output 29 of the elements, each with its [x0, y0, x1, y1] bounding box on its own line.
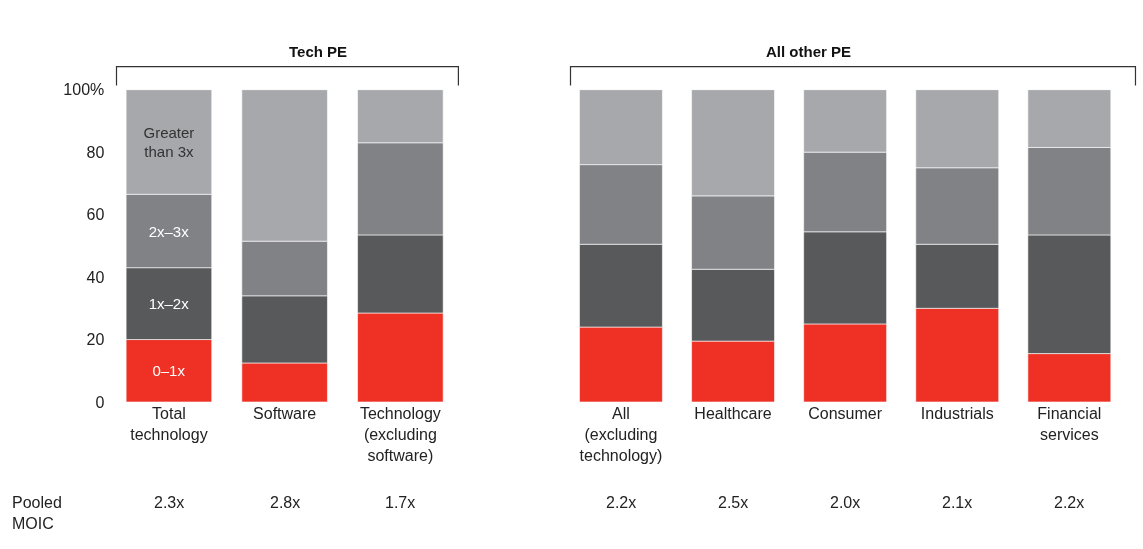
x-tick-label: Technology (excluding software)	[359, 405, 441, 464]
x-tick-label: Software	[253, 405, 317, 422]
y-tick-label: 100%	[63, 81, 105, 99]
text: 2.1x	[942, 494, 973, 511]
series-label: 2x–3x	[148, 222, 190, 240]
x-tick-label: Consumer	[808, 405, 883, 422]
series-label: 1x–2x	[148, 295, 190, 313]
y-tick-label: 80	[86, 143, 105, 161]
x-tick-label: Healthcare	[694, 405, 772, 422]
text: 1.7x	[385, 494, 416, 511]
y-tick-label: 0	[95, 393, 105, 411]
text: Pooled MOIC	[12, 494, 62, 532]
chart-title: All other PE	[766, 43, 852, 60]
x-tick-label: Financial services	[1037, 405, 1102, 443]
series-label: Greater than 3x	[143, 123, 195, 161]
text: 2.8x	[270, 494, 301, 511]
x-tick-label: All (excluding technology)	[579, 405, 663, 464]
x-tick-label: Total technology	[130, 405, 208, 443]
text: 2.2x	[606, 494, 637, 511]
text: 2.2x	[1054, 494, 1085, 511]
x-tick-label: Industrials	[920, 405, 994, 422]
y-tick-label: 20	[86, 331, 105, 349]
chart-title: Tech PE	[289, 43, 348, 60]
text: 2.5x	[718, 494, 749, 511]
text: 2.3x	[154, 494, 185, 511]
y-tick-label: 60	[86, 206, 105, 224]
series-label: 0–1x	[152, 362, 186, 380]
y-tick-label: 40	[86, 268, 105, 286]
text: 2.0x	[830, 494, 861, 511]
